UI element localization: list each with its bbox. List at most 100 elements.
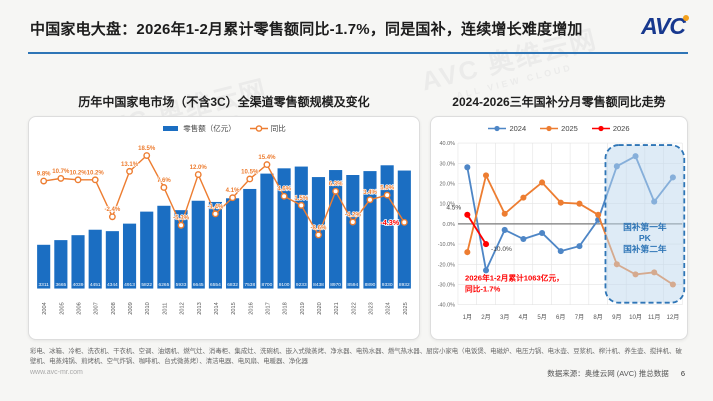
yoy-point-label: 3.4% (363, 190, 377, 196)
bar-value-label: 9330 (382, 282, 393, 288)
data-point (464, 164, 471, 171)
bar (105, 231, 119, 289)
year-label: 2018 (283, 302, 289, 315)
legend-label: 2026 (612, 124, 630, 133)
legend-label: 2024 (509, 124, 527, 133)
y-tick-label: -20.0% (438, 262, 455, 268)
left-chart-legend: 零售额（亿元） 同比 (29, 120, 419, 137)
yoy-point-label: 1.5% (294, 196, 308, 202)
yoy-point (194, 171, 202, 179)
bar-value-label: 7538 (244, 282, 255, 288)
avc-logo: AVC (641, 13, 689, 40)
yoy-point (108, 213, 116, 221)
bar (54, 240, 68, 289)
yoy-point (229, 194, 237, 202)
data-point (482, 172, 490, 179)
data-point (520, 194, 527, 201)
legend-swatch-icon (249, 125, 268, 132)
series-point-label: -10.0% (491, 246, 512, 253)
y-tick-label: 30.0% (440, 161, 456, 167)
month-label: 6月 (556, 314, 565, 321)
year-label: 2011 (162, 303, 168, 315)
yoy-point-label: -1.4% (208, 204, 224, 210)
bar (191, 200, 205, 289)
note-text: 同比-1.7% (465, 284, 501, 294)
legend-swatch-icon (540, 125, 559, 132)
yoy-point-label: 12.0% (190, 165, 208, 171)
year-label: 2005 (59, 302, 65, 315)
bar-value-label: 6554 (210, 282, 221, 288)
data-point (501, 210, 508, 217)
yoy-point-label: 9.8% (37, 171, 51, 177)
bar (260, 173, 274, 289)
year-label: 2016 (248, 302, 254, 315)
year-label: 2006 (77, 302, 83, 315)
bar-value-label: 6645 (193, 282, 204, 288)
yoy-point (211, 210, 219, 218)
y-tick-label: -40.0% (438, 303, 455, 309)
yoy-point (280, 192, 288, 200)
yoy-point (126, 167, 133, 175)
yoy-point (57, 174, 65, 182)
yoy-point-label: 10.2% (69, 170, 87, 176)
bar (140, 211, 154, 289)
bar (363, 171, 377, 289)
month-label: 10月 (629, 314, 642, 321)
yoy-point (40, 177, 48, 185)
data-point (557, 199, 564, 206)
year-label: 2017 (265, 302, 271, 315)
data-point (482, 241, 490, 248)
bar-value-label: 8970 (330, 282, 341, 288)
month-label: 2月 (481, 314, 490, 321)
yoy-line-group: 9.8% 10.7% 10.2% 10.2%-2.4%13.1%18.5%7.6%-5… (36, 145, 408, 239)
month-label: 4月 (519, 314, 528, 321)
bar (243, 188, 257, 289)
y-tick-label: 0.0% (443, 222, 456, 228)
year-label: 2007 (94, 302, 100, 315)
year-label: 2023 (369, 302, 375, 315)
yoy-point (332, 187, 340, 195)
y-tick-label: -10.0% (438, 242, 455, 248)
year-label: 2020 (317, 302, 323, 315)
year-label: 2013 (197, 302, 203, 315)
bar-line-chart-svg: 3311 3665 4039 4451 4344 4913 5822 6265 5933 6645… (36, 145, 411, 315)
yoy-point (246, 175, 254, 183)
annotation-box-text: PK (639, 233, 652, 243)
y-tick-label: -30.0% (438, 283, 455, 289)
bar-value-label: 3311 (38, 282, 49, 288)
yoy-point-label: -4.3% (380, 218, 400, 227)
header-divider (28, 52, 688, 54)
yoy-point-label: -2.4% (104, 207, 120, 213)
bar (71, 235, 85, 289)
yoy-point (177, 221, 185, 229)
bar-value-label: 4451 (90, 282, 101, 288)
yoy-point-label: 13.1% (121, 162, 139, 168)
bar-value-label: 9233 (296, 282, 307, 288)
year-label: 2009 (128, 302, 134, 315)
year-label: 2021 (334, 302, 340, 315)
legend-item: 2025 (540, 124, 578, 133)
yoy-point (74, 176, 82, 184)
yoy-point-label: 5.0% (380, 186, 394, 192)
category-footnote: 彩电、冰箱、冷柜、洗衣机、干衣机、空调、油烟机、燃气灶、消毒柜、集成灶、洗碗机、… (30, 348, 682, 365)
year-label: 2010 (145, 302, 151, 315)
bar-value-label: 6832 (227, 282, 238, 288)
bar-value-label: 4039 (73, 282, 84, 288)
right-chart: 40.0% 30.0% 20.0% 10.0% 0.0% -10.0% -20.0% -30.… (431, 137, 687, 335)
yoy-point (160, 184, 168, 191)
yoy-point-label: 18.5% (138, 146, 156, 152)
yoy-point-label: -5.3% (173, 216, 189, 222)
bar-value-label: 8700 (262, 282, 273, 288)
yoy-point-label: 15.4% (258, 155, 276, 161)
bar (329, 170, 343, 289)
page-number: 6 (680, 369, 685, 378)
bar-value-label: 4344 (107, 282, 118, 288)
bar (37, 244, 51, 289)
bar (174, 210, 188, 289)
year-label: 2008 (111, 302, 117, 315)
legend-item: 2026 (591, 124, 630, 133)
data-source-text: 数据来源：奥维云网 (AVC) 推总数据 (547, 369, 669, 378)
bar-value-label: 8932 (399, 282, 410, 288)
yoy-point (383, 191, 391, 199)
data-point (557, 248, 564, 255)
